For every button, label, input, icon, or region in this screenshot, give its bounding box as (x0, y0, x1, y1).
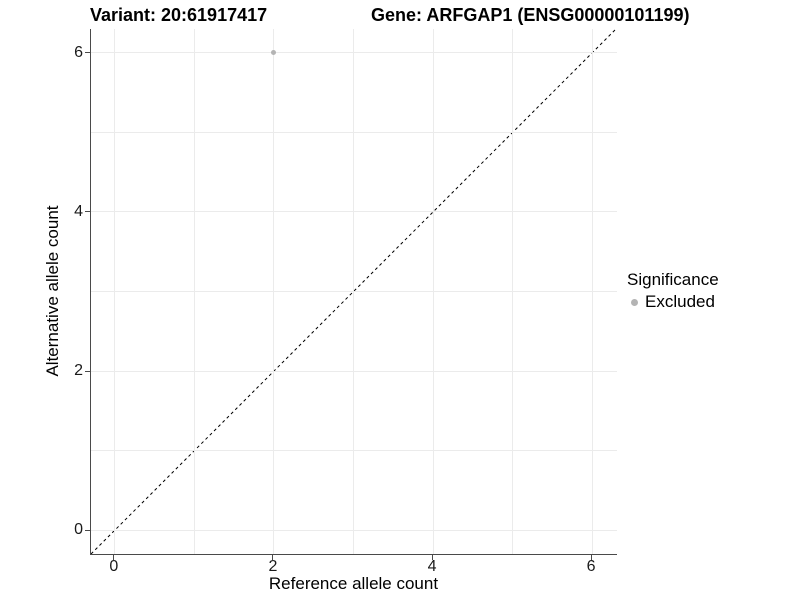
x-tick-label: 6 (586, 558, 596, 575)
y-tick-label: 6 (74, 43, 83, 61)
h-gridline (91, 131, 617, 133)
legend-item-label: Excluded (645, 292, 715, 311)
y-tick-label: 4 (74, 202, 83, 220)
plot-panel (90, 29, 617, 555)
plot-title-variant: Variant: 20:61917417 (90, 5, 268, 25)
legend: Significance Excluded (627, 270, 797, 312)
x-tick-label: 2 (268, 558, 278, 575)
x-tick (113, 555, 115, 560)
y-tick (85, 529, 90, 531)
y-tick-label: 0 (74, 521, 83, 539)
x-tick (590, 555, 592, 560)
y-tick-label: 2 (74, 362, 83, 380)
h-gridline (91, 52, 617, 54)
h-gridline (91, 370, 617, 372)
y-axis-title: Alternative allele count (43, 205, 62, 377)
x-tick (272, 555, 274, 560)
y-tick (85, 211, 90, 213)
y-tick (85, 52, 90, 54)
data-point-excluded (271, 50, 277, 56)
legend-item-excluded: Excluded (627, 292, 797, 312)
h-gridline (91, 529, 617, 531)
legend-point-swatch (631, 298, 638, 306)
legend-title: Significance (627, 270, 719, 289)
plot-title-gene: Gene: ARFGAP1 (ENSG00000101199) (371, 5, 690, 25)
h-gridline (91, 450, 617, 452)
identity-line (91, 29, 616, 554)
x-tick-label: 0 (109, 558, 119, 575)
h-gridline (91, 291, 617, 292)
x-tick-label: 4 (427, 558, 437, 575)
x-tick (431, 555, 433, 560)
h-gridline (91, 211, 617, 213)
y-tick (85, 370, 90, 372)
x-axis-title: Reference allele count (268, 574, 439, 593)
